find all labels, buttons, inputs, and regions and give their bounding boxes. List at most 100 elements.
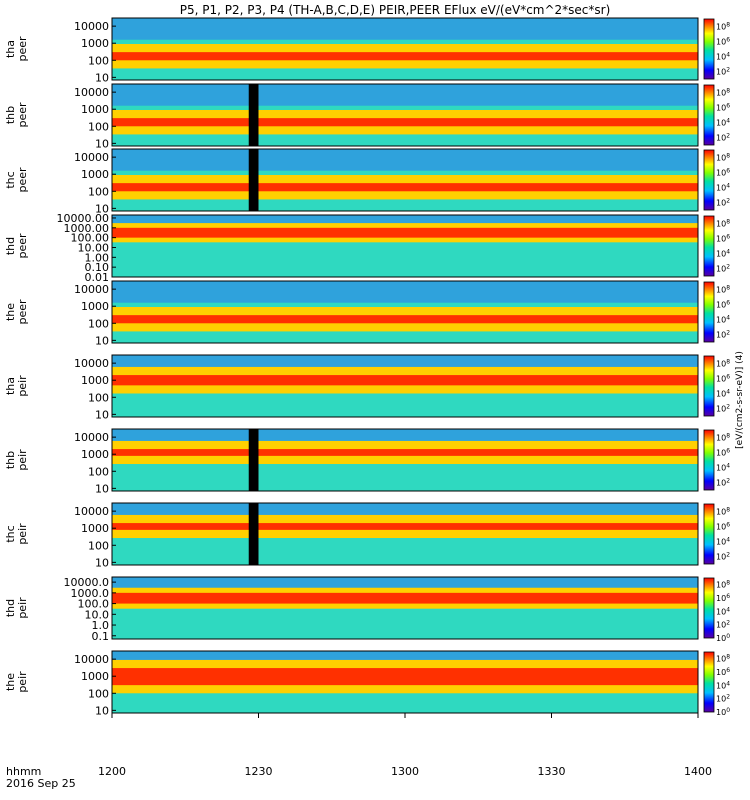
colorbar-tick-base: 10 (716, 607, 726, 616)
y-tick-label: 0.01 (85, 271, 110, 284)
y-tick-label: 1000 (81, 168, 109, 181)
y-axis-label-product: peir (16, 375, 29, 397)
y-tick-label: 10000 (74, 20, 109, 33)
colorbar-tick-exp: 6 (726, 667, 730, 674)
colorbar-tick-label: 102 (716, 478, 730, 488)
y-tick-label: 1000 (81, 670, 109, 683)
time-axis-label-date: 2016 Sep 25 (6, 777, 76, 790)
colorbar-tick-base: 10 (716, 634, 726, 643)
y-axis-label-product: peer (16, 233, 29, 259)
colorbar-tick-label: 104 (716, 315, 730, 325)
colorbar-tick-base: 10 (716, 38, 726, 47)
panel-frame (111, 83, 699, 147)
y-tick-label: 1000 (81, 374, 109, 387)
y-axis-label: thbpeer (4, 102, 29, 128)
colorbar-tick-exp: 6 (726, 300, 730, 307)
y-tick-label: 1000 (81, 448, 109, 461)
colorbar-tick-base: 10 (716, 668, 726, 677)
spectrogram-band-peak (112, 315, 698, 324)
colorbar-tick-base: 10 (716, 119, 726, 128)
y-axis-label-probe: thd (4, 237, 17, 255)
colorbar-tick-exp: 4 (726, 183, 730, 190)
colorbar-tick-label: 104 (716, 52, 730, 62)
y-tick-label: 10 (95, 137, 109, 150)
colorbar-tick-exp: 6 (726, 103, 730, 110)
colorbar-tick-base: 10 (716, 695, 726, 704)
y-tick-label: 10000.0 (64, 576, 110, 589)
colorbar-tick-base: 10 (716, 360, 726, 369)
colorbar (703, 651, 715, 713)
spectrogram-band-peak (112, 668, 698, 686)
colorbar-tick-exp: 2 (726, 67, 730, 74)
y-tick-label: 10000 (74, 505, 109, 518)
colorbar-tick-base: 10 (716, 375, 726, 384)
colorbar-tick-label: 106 (716, 667, 730, 677)
y-axis-label: thcpeir (4, 523, 29, 545)
panel-frame (111, 214, 699, 278)
colorbar-tick-base: 10 (716, 523, 726, 532)
panel-frame (111, 502, 699, 566)
colorbar-tick-label: 106 (716, 448, 730, 458)
colorbar-tick-base: 10 (716, 434, 726, 443)
colorbar-tick-label: 102 (716, 404, 730, 414)
colorbar-tick-label: 102 (716, 694, 730, 704)
y-tick-label: 10 (95, 334, 109, 347)
spectrogram-noise-high (112, 281, 698, 303)
colorbar-tick-exp: 8 (726, 654, 730, 661)
colorbar-tick-base: 10 (716, 235, 726, 244)
y-tick-label: 1000 (81, 522, 109, 535)
y-axis-label: thepeir (4, 671, 29, 693)
colorbar-tick-exp: 6 (726, 593, 730, 600)
colorbar-tick-label: 108 (716, 22, 730, 32)
y-tick-label: 10000 (74, 357, 109, 370)
spectrogram-band-peak (112, 52, 698, 61)
colorbar-tick-label: 100 (716, 633, 730, 643)
colorbar-tick-label: 102 (716, 67, 730, 77)
y-tick-label: 1000.0 (71, 587, 110, 600)
colorbar-tick-base: 10 (716, 199, 726, 208)
y-tick-label: 10 (95, 556, 109, 569)
panel-frame (111, 428, 699, 492)
colorbar-tick-label: 108 (716, 507, 730, 517)
panel-thd-peir: 0.11.010.0100.01000.010000.0thdpeir10010… (4, 576, 730, 643)
colorbar-tick-base: 10 (716, 286, 726, 295)
y-tick-label: 10 (95, 482, 109, 495)
y-tick-label: 10 (95, 408, 109, 421)
colorbar-tick-exp: 0 (726, 707, 730, 714)
spectrogram-band-peak (112, 227, 698, 238)
colorbar-tick-exp: 8 (726, 507, 730, 514)
y-tick-label: 100.00 (71, 232, 110, 245)
colorbar-tick-exp: 4 (726, 315, 730, 322)
spectrogram-band-peak (112, 183, 698, 192)
colorbar-tick-label: 108 (716, 88, 730, 98)
y-axis-label-probe: thc (4, 171, 17, 188)
y-axis-label-probe: tha (4, 377, 17, 395)
colorbar-tick-label: 104 (716, 537, 730, 547)
y-tick-label: 100 (88, 539, 109, 552)
y-axis-label-probe: thc (4, 525, 17, 542)
panel-frame (111, 576, 699, 640)
y-axis-label: thdpeir (4, 597, 29, 619)
colorbar-tick-label: 102 (716, 264, 730, 274)
colorbar-tick-base: 10 (716, 449, 726, 458)
colorbar-tick-base: 10 (716, 169, 726, 178)
colorbar-tick-label: 102 (716, 330, 730, 340)
y-tick-label: 10000 (74, 283, 109, 296)
y-axis-label-product: peer (16, 167, 29, 193)
y-axis-label-probe: tha (4, 40, 17, 58)
colorbar (703, 84, 715, 146)
colorbar-tick-base: 10 (716, 655, 726, 664)
y-tick-label: 100 (88, 687, 109, 700)
colorbar-tick-base: 10 (716, 301, 726, 310)
colorbar-tick-label: 104 (716, 463, 730, 473)
colorbar-tick-exp: 4 (726, 606, 730, 613)
colorbar-tick-base: 10 (716, 681, 726, 690)
colorbar-tick-exp: 8 (726, 580, 730, 587)
colorbar-tick-label: 100 (716, 707, 730, 717)
